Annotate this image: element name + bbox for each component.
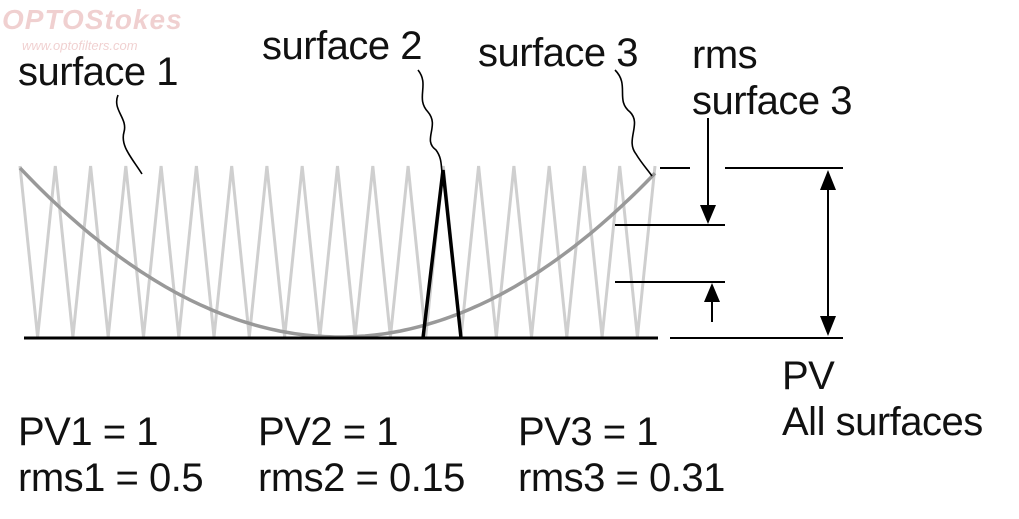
surface-3-label: surface 3 [478, 31, 639, 75]
pv-arrow-head-top [820, 170, 836, 190]
surface-2-leader-line [417, 69, 443, 173]
pv1-value: PV1 = 1 [18, 410, 158, 454]
watermark-brand: OPTOStokes [2, 4, 183, 35]
pv3-value: PV3 = 1 [518, 410, 658, 454]
surface-1-label: surface 1 [18, 50, 179, 94]
rms-surface-3-label-line2: surface 3 [692, 79, 853, 123]
rms2-value: rms2 = 0.15 [258, 456, 465, 500]
surface-1-leader-line [115, 94, 143, 175]
watermark-url: www.optofilters.com [22, 38, 138, 53]
surface-1-sawtooth [18, 165, 657, 338]
rms1-value: rms1 = 0.5 [18, 456, 204, 500]
pv-arrow-head-bottom [820, 316, 836, 336]
rms-up-arrow-head [704, 283, 720, 302]
rms-down-arrow-head [700, 205, 716, 224]
surface-3-parabola [18, 166, 657, 339]
surface-2-spike [421, 169, 463, 339]
pv-label-line2: All surfaces [782, 400, 983, 444]
pv2-value: PV2 = 1 [258, 410, 398, 454]
surface-2-label: surface 2 [262, 24, 423, 68]
surface-3-leader-line [614, 69, 653, 177]
pv-label-line1: PV [782, 354, 835, 398]
rms3-value: rms3 = 0.31 [518, 456, 725, 500]
rms-surface-3-label-line1: rms [692, 33, 758, 77]
optostokes-watermark-logo: OPTOStokes www.optofilters.com [2, 4, 222, 56]
